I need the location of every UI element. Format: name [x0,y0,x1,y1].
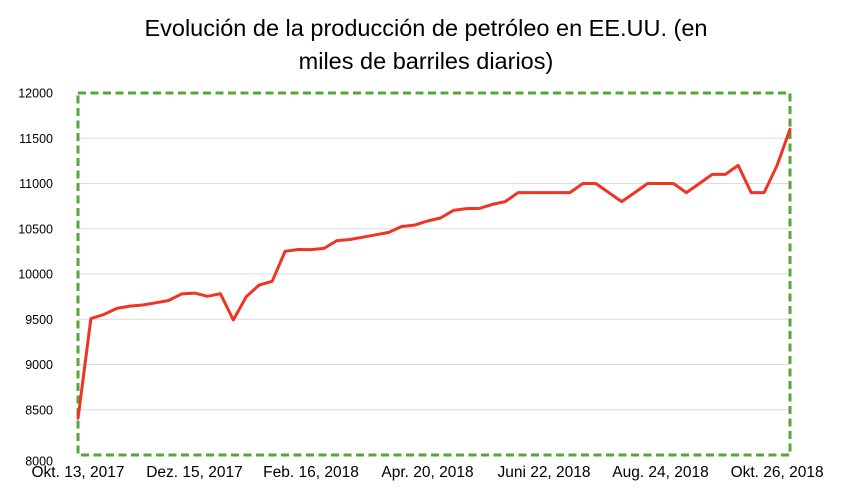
x-axis-label: Okt. 26, 2018 [731,464,824,481]
x-axis-label: Feb. 16, 2018 [263,464,359,481]
chart-title-line-2: miles de barriles diarios) [298,48,554,74]
x-axis-label: Okt. 13, 2017 [31,464,124,481]
x-axis-label: Apr. 20, 2018 [381,464,473,481]
y-axis-label: 11000 [19,177,53,191]
chart-title: Evolución de la producción de petróleo e… [0,12,852,78]
y-axis-label: 11500 [19,132,53,146]
chart-title-line-1: Evolución de la producción de petróleo e… [144,15,708,41]
x-axis-label: Juni 22, 2018 [497,464,590,481]
plot-border [76,91,792,457]
y-axis-label: 9500 [25,313,53,327]
x-axis-label: Aug. 24, 2018 [612,464,709,481]
y-axis-label: 9000 [25,358,53,372]
production-line [76,127,792,420]
y-axis-label: 8000 [25,455,53,469]
y-axis-label: 10500 [18,222,53,236]
y-axis-label: 10000 [18,268,53,282]
y-axis-label: 12000 [18,87,53,101]
y-axis-label: 8500 [25,403,53,417]
x-axis-label: Dez. 15, 2017 [146,464,243,481]
